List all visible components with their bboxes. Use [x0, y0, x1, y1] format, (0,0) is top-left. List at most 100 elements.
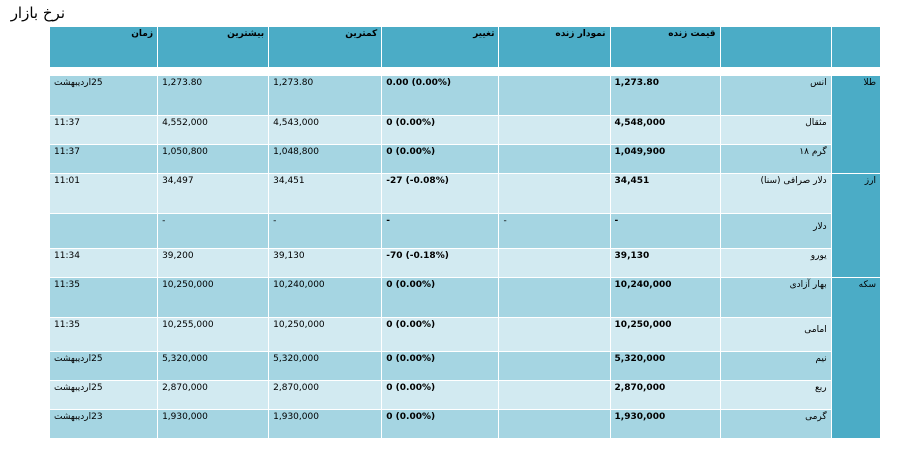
category-coin: سکه	[830, 277, 882, 439]
row-high: 4,552,000	[157, 115, 270, 145]
table-header-row: قیمت زنده نمودار زنده تغییر کمترین بیشتر…	[48, 26, 882, 68]
row-time: 11:37	[48, 144, 159, 174]
row-time: 11:35	[48, 317, 159, 352]
header-price: قیمت زنده	[609, 26, 721, 68]
row-low: 5,320,000	[268, 351, 383, 381]
market-rates-table: قیمت زنده نمودار زنده تغییر کمترین بیشتر…	[48, 26, 882, 439]
row-high: 39,200	[157, 248, 270, 278]
row-time: 25اردیبهشت	[48, 351, 159, 381]
row-high: 34,497	[157, 173, 270, 214]
row-change: -27 (-0.08%)	[381, 173, 500, 214]
row-low: 1,930,000	[268, 409, 383, 439]
header-change: تغییر	[381, 26, 500, 68]
row-name: انس	[719, 75, 832, 116]
row-price: 4,548,000	[609, 115, 721, 145]
row-price: 39,130	[609, 248, 721, 278]
header-category	[830, 26, 882, 68]
row-chart	[498, 317, 611, 352]
row-chart	[498, 351, 611, 381]
header-time: زمان	[48, 26, 159, 68]
table-row: سکه بهار آزادی 10,240,000 0 (0.00%) 10,2…	[48, 277, 882, 439]
row-change: -	[381, 213, 500, 249]
row-chart	[498, 115, 611, 145]
row-change: 0 (0.00%)	[381, 409, 500, 439]
row-chart	[498, 277, 611, 318]
row-price: 5,320,000	[609, 351, 721, 381]
row-price: -	[609, 213, 721, 249]
header-chart: نمودار زنده	[498, 26, 611, 68]
table-row: دلار - - - - -	[48, 213, 881, 249]
table-row: امامی 10,250,000 0 (0.00%) 10,250,000 10…	[48, 317, 881, 352]
row-change: 0 (0.00%)	[381, 277, 500, 318]
row-high: 10,255,000	[157, 317, 270, 352]
table-row: طلا انس 1,273.80 0.00 (0.00%) 1,273.80 1…	[48, 75, 882, 174]
row-change: -70 (-0.18%)	[381, 248, 500, 278]
row-name: یورو	[719, 248, 832, 278]
row-name: نیم	[719, 351, 832, 381]
row-low: 10,250,000	[268, 317, 383, 352]
row-chart	[498, 75, 611, 116]
row-high: 5,320,000	[157, 351, 270, 381]
table-row: گرم ۱۸ 1,049,900 0 (0.00%) 1,048,800 1,0…	[48, 144, 881, 174]
row-change: 0 (0.00%)	[381, 144, 500, 174]
row-price: 1,930,000	[609, 409, 721, 439]
row-price: 10,240,000	[609, 277, 721, 318]
row-price: 10,250,000	[609, 317, 721, 352]
row-high: 1,930,000	[157, 409, 270, 439]
row-low: 10,240,000	[268, 277, 383, 318]
header-low: کمترین	[268, 26, 383, 68]
row-time: 11:35	[48, 277, 159, 318]
row-name: مثقال	[719, 115, 832, 145]
header-name	[719, 26, 832, 68]
row-chart	[498, 380, 611, 410]
row-low: 1,048,800	[268, 144, 383, 174]
row-high: 1,050,800	[157, 144, 270, 174]
row-price: 34,451	[609, 173, 721, 214]
row-chart	[498, 144, 611, 174]
row-name: بهار آزادی	[719, 277, 832, 318]
row-price: 1,049,900	[609, 144, 721, 174]
row-change: 0 (0.00%)	[381, 380, 500, 410]
row-chart: -	[498, 213, 611, 249]
table-row: یورو 39,130 -70 (-0.18%) 39,130 39,200 1…	[48, 248, 881, 278]
row-change: 0 (0.00%)	[381, 317, 500, 352]
row-time: 25اردیبهشت	[48, 380, 159, 410]
row-name: ربع	[719, 380, 832, 410]
row-low: -	[268, 213, 383, 249]
page-title: نرخ بازار	[10, 4, 65, 22]
row-low: 34,451	[268, 173, 383, 214]
row-name: دلار	[719, 213, 832, 249]
header-high: بیشترین	[157, 26, 270, 68]
row-time: 25اردیبهشت	[48, 75, 159, 116]
row-price: 2,870,000	[609, 380, 721, 410]
row-time: 11:34	[48, 248, 159, 278]
table-row: گرمی 1,930,000 0 (0.00%) 1,930,000 1,930…	[48, 409, 881, 439]
category-gold: طلا	[830, 75, 882, 174]
table-row: مثقال 4,548,000 0 (0.00%) 4,543,000 4,55…	[48, 115, 881, 145]
row-name: دلار صرافی (سنا)	[719, 173, 832, 214]
row-time: 11:37	[48, 115, 159, 145]
row-high: 1,273.80	[157, 75, 270, 116]
row-high: 2,870,000	[157, 380, 270, 410]
row-low: 2,870,000	[268, 380, 383, 410]
row-name: امامی	[719, 317, 832, 352]
table-row: نیم 5,320,000 0 (0.00%) 5,320,000 5,320,…	[48, 351, 881, 381]
row-low: 39,130	[268, 248, 383, 278]
row-change: 0 (0.00%)	[381, 115, 500, 145]
row-low: 1,273.80	[268, 75, 383, 116]
row-name: گرم ۱۸	[719, 144, 832, 174]
row-chart	[498, 173, 611, 214]
row-price: 1,273.80	[609, 75, 721, 116]
row-high: -	[157, 213, 270, 249]
row-time: 11:01	[48, 173, 159, 214]
category-currency: ارز	[830, 173, 882, 278]
row-chart	[498, 248, 611, 278]
row-change: 0 (0.00%)	[381, 351, 500, 381]
table-row: ارز دلار صرافی (سنا) 34,451 -27 (-0.08%)…	[48, 173, 882, 278]
row-change: 0.00 (0.00%)	[381, 75, 500, 116]
table-row: ربع 2,870,000 0 (0.00%) 2,870,000 2,870,…	[48, 380, 881, 410]
row-low: 4,543,000	[268, 115, 383, 145]
row-name: گرمی	[719, 409, 832, 439]
row-time	[48, 213, 159, 249]
row-time: 23اردیبهشت	[48, 409, 159, 439]
